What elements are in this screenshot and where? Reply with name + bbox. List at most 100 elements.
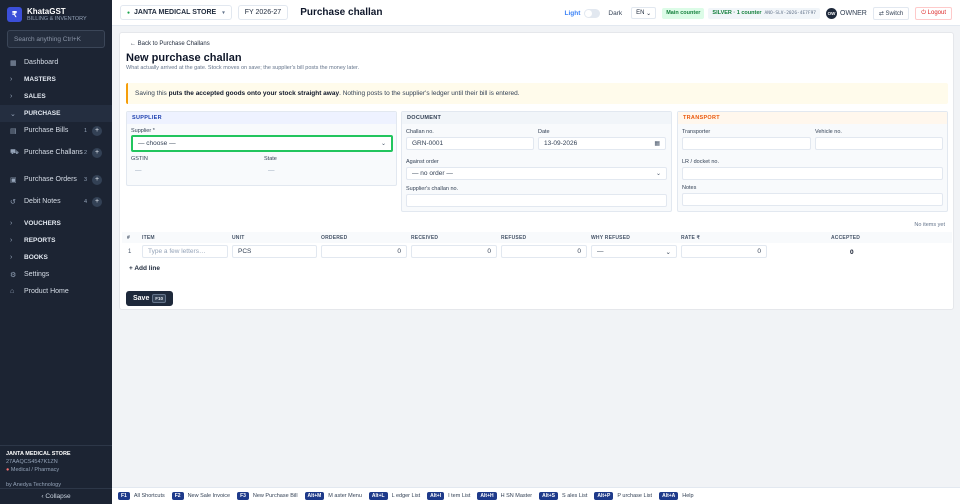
store-gstin: 27AAQCS4547K1ZN [6,459,58,465]
against-order-select[interactable]: — no order — ⌄ [406,167,667,180]
shortcut-label: P urchase List [617,493,653,499]
notice-bold: puts the accepted goods onto your stock … [168,90,340,97]
sidebar-item-label: Purchase Bills [24,127,69,134]
topbar: ● JANTA MEDICAL STORE ▾ FY 2026-27 Purch… [112,0,960,26]
why-refused-value: — [597,248,604,255]
theme-dark-label[interactable]: Dark [608,9,623,17]
grid-icon: ▦ [10,59,17,67]
sidebar-section-masters[interactable]: › MASTERS [0,71,112,88]
sidebar-section-books[interactable]: › BOOKS [0,249,112,266]
shortcut-hsn-master[interactable]: Alt+H H SN Master [477,492,532,500]
sidebar-section-label: SALES [24,93,46,100]
rate-input[interactable]: 0 [681,245,767,258]
shortcut-help[interactable]: Alt+A Help [659,492,694,500]
sidebar-item-purchase-orders[interactable]: ▣ Purchase Orders 3 + [0,166,112,193]
rupee-logo-icon: ₹ [7,6,22,22]
supplier-select[interactable]: — choose — ⌄ [131,135,393,152]
unit-input[interactable]: PCS [232,245,317,258]
col-ordered: ORDERED [321,235,348,241]
sidebar-section-vouchers[interactable]: › VOUCHERS [0,215,112,232]
avatar[interactable]: OW [826,7,838,19]
store-selector-label: JANTA MEDICAL STORE [134,9,217,16]
sidebar-item-dashboard[interactable]: ▦ Dashboard [0,54,112,71]
logout-button[interactable]: ⏻ Logout [915,6,952,20]
shortcut-label: H SN Master [500,493,533,499]
vehicle-no-input[interactable] [815,137,943,150]
chevron-down-icon: ⌄ [10,110,16,118]
ordered-input[interactable]: 0 [321,245,407,258]
add-debit-note-button[interactable]: + [92,196,102,207]
plan-badge: SILVER · 1 counter ANO-SLV-2026-4E7F97 [708,7,821,19]
refused-input[interactable]: 0 [501,245,587,258]
save-button[interactable]: Save F10 [126,291,173,306]
shortcut-sales-list[interactable]: Alt+S S ales List [539,492,587,500]
notes-label: Notes [682,185,697,191]
brand-subtitle: BILLING & INVENTORY [27,15,87,22]
sidebar-item-debit-notes[interactable]: ↺ Debit Notes 4 + [0,193,112,210]
language-selector[interactable]: EN ⌄ [631,7,657,19]
sidebar-section-label: PURCHASE [24,110,61,117]
date-value: 13-09-2026 [544,140,578,147]
theme-toggle[interactable] [584,8,601,18]
shortcut-all[interactable]: F1 All Shortcuts [118,492,165,500]
sidebar-section-sales[interactable]: › SALES [0,88,112,105]
sidebar: ₹ KhataGST BILLING & INVENTORY Search an… [0,0,112,504]
collapse-sidebar-button[interactable]: ‹ Collapse [0,488,112,504]
shortcut-ledger-list[interactable]: Alt+L L edger List [368,492,420,500]
add-line-button[interactable]: + Add line [129,265,160,272]
sidebar-section-reports[interactable]: › REPORTS [0,232,112,249]
challan-no-input[interactable]: GRN-0001 [406,137,534,150]
shortcut-new-sale[interactable]: F2 New Sale Invoice [171,492,230,500]
switch-button[interactable]: ⇄ Switch [872,6,910,20]
transporter-input[interactable] [682,137,811,150]
shortcut-count: 4 [83,198,87,205]
shortcut-key: Alt+P [594,492,614,500]
col-received: RECEIVED [411,235,439,241]
chevron-down-icon: ▾ [222,9,225,16]
shortcut-key: Alt+A [659,492,679,500]
shortcut-key: Alt+M [304,492,325,500]
shortcut-purchase-list[interactable]: Alt+P P urchase List [594,492,652,500]
store-category: ● Medical / Pharmacy [6,467,106,473]
supplier-challan-input[interactable] [406,194,667,207]
add-purchase-challan-button[interactable]: + [92,147,102,158]
sidebar-search[interactable]: Search anything Ctrl+K [7,30,105,48]
received-input[interactable]: 0 [411,245,497,258]
add-purchase-bill-button[interactable]: + [92,125,102,136]
gstin-label: GSTIN [131,156,148,162]
sidebar-item-product-home[interactable]: ⌂ Product Home [0,283,112,300]
shortcut-item-list[interactable]: Alt+I I tem List [427,492,470,500]
against-order-label: Against order [406,159,439,165]
panel-heading: DOCUMENT [402,112,671,124]
store-selector[interactable]: ● JANTA MEDICAL STORE ▾ [120,5,232,20]
shortcut-key: F3 [237,492,249,500]
sidebar-section-label: VOUCHERS [24,220,61,227]
row-index: 1 [128,249,132,255]
back-link[interactable]: ← Back to Purchase Challans [130,41,210,47]
why-refused-select[interactable]: — ⌄ [591,245,677,258]
sidebar-section-purchase[interactable]: ⌄ PURCHASE [0,105,112,122]
shortcut-master-menu[interactable]: Alt+M M aster Menu [304,492,362,500]
lr-docket-input[interactable] [682,167,943,180]
shortcut-new-purchase[interactable]: F3 New Purchase Bill [237,492,298,500]
challan-no-label: Challan no. [406,129,434,135]
date-input[interactable]: 13-09-2026 ▦ [538,137,666,150]
calendar-icon[interactable]: ▦ [654,141,660,147]
pill-icon: ● [6,467,10,473]
notes-input[interactable] [682,193,943,206]
add-purchase-order-button[interactable]: + [92,174,102,185]
theme-light-label[interactable]: Light [564,9,581,17]
vendor-credit: by Anedya Technology [6,482,61,488]
fiscal-year-selector[interactable]: FY 2026-27 [237,5,289,20]
item-search-input[interactable]: Type a few letters… [142,245,228,258]
sidebar-item-purchase-bills[interactable]: ▤ Purchase Bills 1 + [0,122,112,139]
lr-docket-label: LR / docket no. [682,159,719,165]
sidebar-item-purchase-challans[interactable]: ⛟ Purchase Challans 2 + [0,139,112,166]
sidebar-item-label: Product Home [24,288,69,295]
supplier-select-value: — choose — [138,140,176,147]
shortcut-count: 2 [83,149,87,156]
brand[interactable]: ₹ KhataGST BILLING & INVENTORY [0,0,112,28]
chevron-down-icon: ⌄ [646,10,652,17]
sidebar-item-settings[interactable]: ⚙ Settings [0,266,112,283]
col-refused: REFUSED [501,235,527,241]
